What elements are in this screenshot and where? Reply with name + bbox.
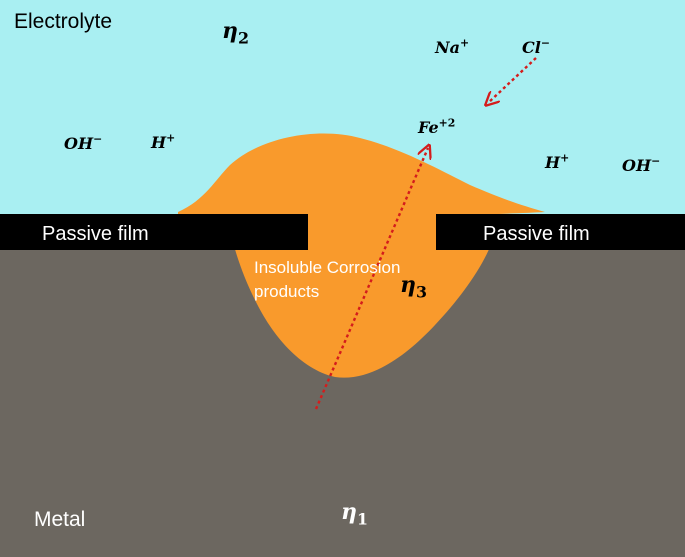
corrosion-products-label-line1: Insoluble Corrosion xyxy=(254,258,401,277)
corrosion-products-label: Insoluble Corrosion products xyxy=(254,256,400,304)
h-ion-left-base: H xyxy=(151,133,167,152)
na-ion-base: Na xyxy=(435,38,460,57)
cl-ion-charge: − xyxy=(540,36,550,50)
electrolyte-label: Electrolyte xyxy=(14,10,113,33)
na-ion-label: Na+ xyxy=(435,38,469,57)
h-ion-left-label: H+ xyxy=(151,133,175,152)
h-ion-right-charge: + xyxy=(560,151,570,165)
oh-ion-left-base: OH xyxy=(64,134,94,153)
oh-ion-right-base: OH xyxy=(622,156,652,175)
h-ion-right-base: H xyxy=(545,153,561,172)
metal-label: Metal xyxy=(34,508,86,531)
cl-ion-base: Cl xyxy=(522,38,541,57)
eta2-base: η xyxy=(222,18,238,44)
eta1-base: η xyxy=(341,499,357,525)
eta2-subscript: 2 xyxy=(238,28,250,48)
eta1-subscript: 1 xyxy=(357,509,369,529)
corrosion-products-pit xyxy=(226,214,500,378)
cl-ion-label: Cl− xyxy=(522,38,550,57)
cl-ion-migration-arrow xyxy=(488,57,537,103)
eta3-base: η xyxy=(400,272,416,298)
eta3-subscript: 3 xyxy=(416,282,428,302)
passive-film-right xyxy=(436,214,685,250)
na-ion-charge: + xyxy=(460,36,470,50)
fe-ion-base: Fe xyxy=(418,118,439,137)
eta2-symbol: η2 xyxy=(222,18,250,48)
fe-ion-diffusion-arrow xyxy=(314,148,428,410)
h-ion-left-charge: + xyxy=(166,131,176,145)
h-ion-right-label: H+ xyxy=(545,153,569,172)
oh-ion-left-charge: − xyxy=(93,132,103,146)
oh-ion-right-label: OH− xyxy=(622,156,660,175)
passive-film-left-label: Passive film xyxy=(42,223,149,245)
passive-film-left xyxy=(0,214,308,250)
eta1-symbol: η1 xyxy=(341,499,369,529)
eta3-symbol: η3 xyxy=(400,272,428,302)
corrosion-products-dome xyxy=(178,133,545,217)
passive-film-right-label: Passive film xyxy=(483,223,590,245)
fe-ion-charge: +2 xyxy=(438,116,456,130)
oh-ion-right-charge: − xyxy=(651,154,661,168)
fe-ion-label: Fe+2 xyxy=(418,118,455,137)
corrosion-products-label-line2: products xyxy=(254,282,320,301)
oh-ion-left-label: OH− xyxy=(64,134,102,153)
